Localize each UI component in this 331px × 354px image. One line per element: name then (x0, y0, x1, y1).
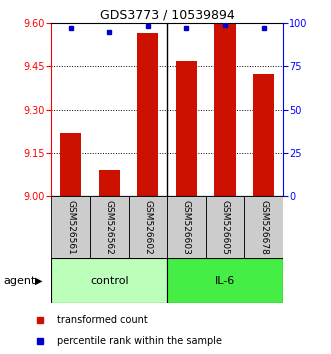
Text: GSM526561: GSM526561 (66, 200, 75, 255)
Text: GDS3773 / 10539894: GDS3773 / 10539894 (100, 9, 235, 22)
Bar (128, 196, 167, 258)
Bar (60, 133, 81, 196)
Text: control: control (90, 275, 128, 286)
Bar (167, 196, 206, 258)
Text: transformed count: transformed count (57, 315, 148, 325)
Text: ▶: ▶ (35, 275, 42, 286)
Bar (90, 196, 128, 258)
Bar (51, 258, 167, 303)
Bar (99, 170, 120, 196)
Text: percentile rank within the sample: percentile rank within the sample (57, 336, 222, 346)
Bar (253, 74, 274, 196)
Bar (167, 258, 283, 303)
Bar (244, 196, 283, 258)
Bar (206, 196, 244, 258)
Bar (214, 24, 236, 196)
Text: IL-6: IL-6 (215, 275, 235, 286)
Bar (176, 61, 197, 196)
Text: GSM526605: GSM526605 (220, 200, 230, 255)
Text: agent: agent (3, 275, 36, 286)
Bar (51, 196, 90, 258)
Text: GSM526602: GSM526602 (143, 200, 152, 255)
Bar (137, 33, 159, 196)
Text: GSM526603: GSM526603 (182, 200, 191, 255)
Text: GSM526678: GSM526678 (259, 200, 268, 255)
Text: GSM526562: GSM526562 (105, 200, 114, 255)
